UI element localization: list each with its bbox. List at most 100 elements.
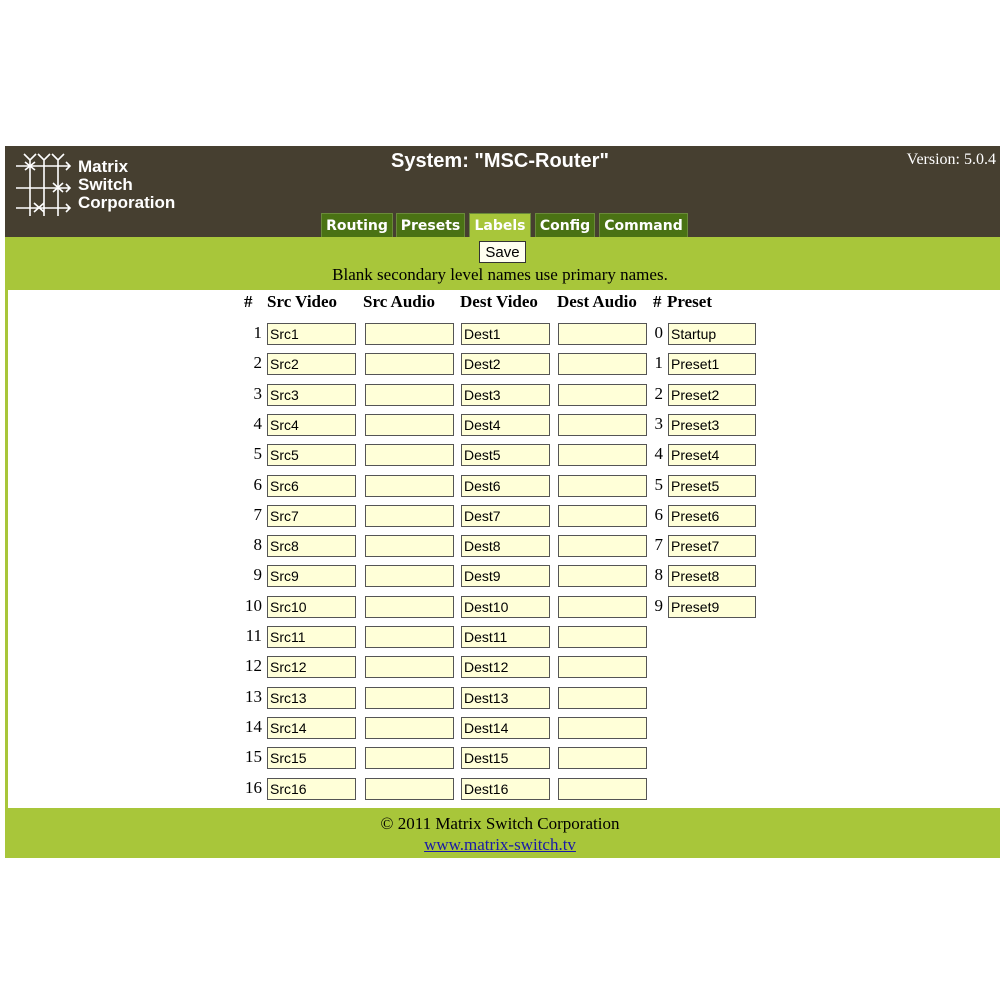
src-video-input[interactable]: Src2 [267,353,356,376]
dest-audio-input[interactable] [558,716,647,739]
row-number: 14 [245,716,262,736]
row-number: 5 [253,444,263,464]
dest-video-input[interactable]: Dest8 [461,535,550,558]
dest-video-input[interactable]: Dest3 [461,383,550,406]
src-audio-input[interactable] [365,474,454,497]
dest-video-input[interactable]: Dest11 [461,626,550,648]
tab-labels[interactable]: Labels [469,213,531,237]
dest-video-input[interactable]: Dest15 [461,747,550,770]
dest-video-input[interactable]: Dest9 [461,565,550,588]
src-audio-input[interactable] [365,444,454,467]
tab-routing[interactable]: Routing [321,213,393,237]
dest-audio-input[interactable] [558,777,647,800]
src-audio-input[interactable] [365,323,454,345]
dest-video-input[interactable]: Dest5 [461,444,550,467]
src-video-input[interactable]: Src4 [267,413,356,436]
footer-bar [5,808,1000,858]
src-audio-input[interactable] [365,747,454,770]
preset-name-input[interactable]: Preset2 [668,383,756,406]
src-video-input[interactable]: Src10 [267,595,356,618]
src-audio-input[interactable] [365,565,454,588]
src-audio-input[interactable] [365,777,454,800]
src-audio-input[interactable] [365,383,454,406]
preset-name-input[interactable]: Preset8 [668,565,756,588]
dest-audio-input[interactable] [558,595,647,618]
dest-audio-input[interactable] [558,444,647,467]
row-number: 7 [253,504,263,524]
dest-audio-input[interactable] [558,686,647,709]
dest-video-input[interactable]: Dest7 [461,504,550,527]
src-audio-input[interactable] [365,686,454,709]
preset-name-input[interactable]: Preset1 [668,353,756,376]
save-button[interactable]: Save [479,241,526,263]
dest-video-input[interactable]: Dest1 [461,323,550,345]
src-audio-input[interactable] [365,353,454,376]
tab-presets[interactable]: Presets [396,213,465,237]
dest-audio-input[interactable] [558,474,647,497]
src-audio-input[interactable] [365,595,454,618]
dest-video-input[interactable]: Dest6 [461,474,550,497]
dest-video-input[interactable]: Dest10 [461,595,550,618]
preset-name-input[interactable]: Preset5 [668,474,756,497]
row-number: 12 [245,656,262,676]
preset-number: 6 [654,504,664,524]
col-header-src-video: Src Video [267,292,338,311]
dest-audio-input[interactable] [558,656,647,679]
src-video-input[interactable]: Src14 [267,716,356,739]
tab-config[interactable]: Config [535,213,595,237]
src-video-input[interactable]: Src8 [267,535,356,558]
dest-video-input[interactable]: Dest16 [461,777,550,800]
preset-name-input[interactable]: Startup [668,323,756,345]
dest-video-input[interactable]: Dest14 [461,716,550,739]
dest-video-input[interactable]: Dest12 [461,656,550,679]
website-link[interactable]: www.matrix-switch.tv [424,835,576,854]
row-number: 8 [253,535,263,555]
tab-command[interactable]: Command [599,213,688,237]
src-video-input[interactable]: Src1 [267,323,356,345]
src-video-input[interactable]: Src11 [267,626,356,648]
dest-audio-input[interactable] [558,626,647,648]
preset-name-input[interactable]: Preset3 [668,413,756,436]
src-video-input[interactable]: Src3 [267,383,356,406]
dest-audio-input[interactable] [558,747,647,770]
row-number: 3 [253,383,263,403]
col-header-src-audio: Src Audio [363,292,435,311]
src-video-input[interactable]: Src6 [267,474,356,497]
dest-audio-input[interactable] [558,383,647,406]
src-video-input[interactable]: Src5 [267,444,356,467]
logo-text: Matrix Switch Corporation [78,158,175,212]
dest-audio-input[interactable] [558,504,647,527]
src-video-input[interactable]: Src16 [267,777,356,800]
row-number: 1 [253,323,263,342]
dest-video-input[interactable]: Dest4 [461,413,550,436]
src-audio-input[interactable] [365,535,454,558]
preset-name-input[interactable]: Preset4 [668,444,756,467]
dest-audio-input[interactable] [558,535,647,558]
logo-matrix-icon [16,153,72,216]
preset-name-input[interactable]: Preset7 [668,535,756,558]
dest-video-input[interactable]: Dest13 [461,686,550,709]
src-video-input[interactable]: Src15 [267,747,356,770]
dest-audio-input[interactable] [558,413,647,436]
preset-name-input[interactable]: Preset9 [668,595,756,618]
src-audio-input[interactable] [365,413,454,436]
dest-audio-input[interactable] [558,323,647,345]
logo-line: Matrix [78,157,129,176]
dest-audio-input[interactable] [558,353,647,376]
preset-number: 4 [654,444,664,464]
row-number: 6 [253,474,263,494]
dest-video-input[interactable]: Dest2 [461,353,550,376]
row-number: 4 [253,413,263,433]
src-video-input[interactable]: Src9 [267,565,356,588]
src-video-input[interactable]: Src12 [267,656,356,679]
src-video-input[interactable]: Src13 [267,686,356,709]
col-header-dest-video: Dest Video [460,292,538,311]
src-video-input[interactable]: Src7 [267,504,356,527]
src-audio-input[interactable] [365,504,454,527]
dest-audio-input[interactable] [558,565,647,588]
src-audio-input[interactable] [365,656,454,679]
src-audio-input[interactable] [365,626,454,648]
row-number: 15 [245,747,262,767]
src-audio-input[interactable] [365,716,454,739]
preset-name-input[interactable]: Preset6 [668,504,756,527]
